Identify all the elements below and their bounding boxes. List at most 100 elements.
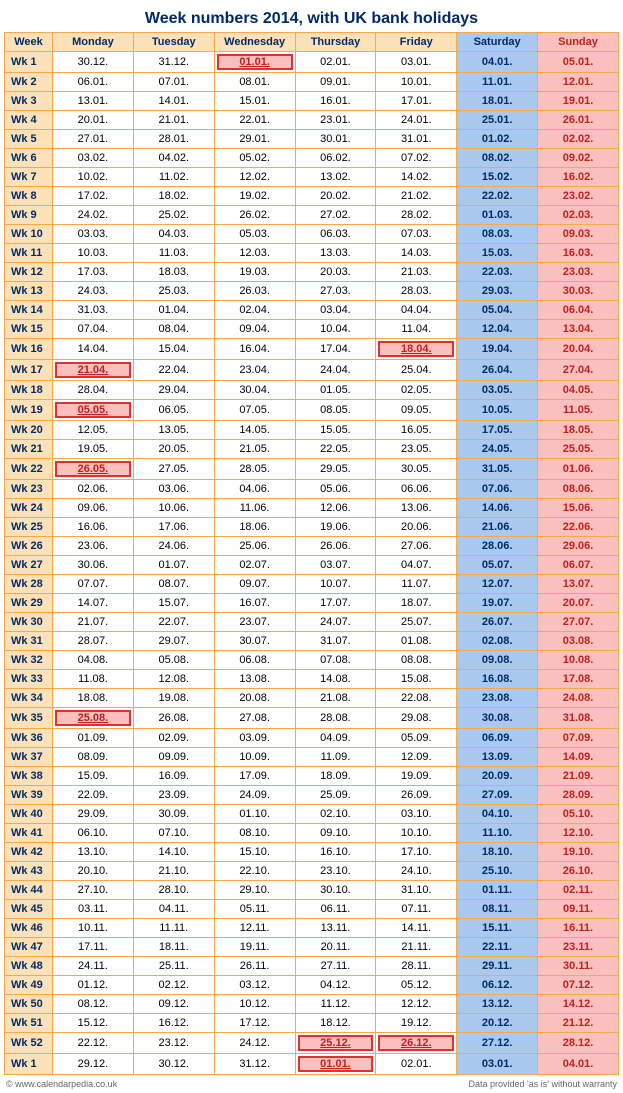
- day-cell: 24.04.: [295, 360, 376, 381]
- day-cell: 24.01.: [376, 111, 457, 130]
- day-cell: 12.02.: [214, 168, 295, 187]
- day-cell: 19.07.: [457, 594, 538, 613]
- day-cell: 20.09.: [457, 767, 538, 786]
- table-row: Wk 3418.08.19.08.20.08.21.08.22.08.23.08…: [5, 689, 619, 708]
- day-cell: 20.05.: [133, 440, 214, 459]
- day-cell: 01.05.: [295, 381, 376, 400]
- day-cell: 09.01.: [295, 73, 376, 92]
- day-cell: 28.05.: [214, 459, 295, 480]
- week-label: Wk 5: [5, 130, 53, 149]
- day-cell: 09.04.: [214, 320, 295, 339]
- day-cell: 05.08.: [133, 651, 214, 670]
- table-row: Wk 2012.05.13.05.14.05.15.05.16.05.17.05…: [5, 421, 619, 440]
- day-cell: 27.05.: [133, 459, 214, 480]
- day-cell: 29.01.: [214, 130, 295, 149]
- day-cell: 12.11.: [214, 919, 295, 938]
- day-cell: 15.07.: [133, 594, 214, 613]
- day-cell: 12.10.: [538, 824, 619, 843]
- col-saturday: Saturday: [457, 33, 538, 52]
- week-label: Wk 19: [5, 400, 53, 421]
- day-cell: 07.04.: [53, 320, 134, 339]
- day-cell: 05.06.: [295, 480, 376, 499]
- day-cell: 03.01.: [376, 52, 457, 73]
- week-label: Wk 15: [5, 320, 53, 339]
- day-cell: 17.07.: [295, 594, 376, 613]
- day-cell: 26.06.: [295, 537, 376, 556]
- week-label: Wk 27: [5, 556, 53, 575]
- day-cell: 25.10.: [457, 862, 538, 881]
- day-cell: 25.07.: [376, 613, 457, 632]
- day-cell: 29.11.: [457, 957, 538, 976]
- day-cell: 20.04.: [538, 339, 619, 360]
- day-cell: 27.07.: [538, 613, 619, 632]
- table-row: Wk 4029.09.30.09.01.10.02.10.03.10.04.10…: [5, 805, 619, 824]
- day-cell: 05.12.: [376, 976, 457, 995]
- day-cell: 26.10.: [538, 862, 619, 881]
- day-cell: 20.01.: [53, 111, 134, 130]
- holiday-cell: 21.04.: [53, 360, 134, 381]
- day-cell: 11.11.: [133, 919, 214, 938]
- table-row: Wk 4610.11.11.11.12.11.13.11.14.11.15.11…: [5, 919, 619, 938]
- day-cell: 25.03.: [133, 282, 214, 301]
- day-cell: 18.09.: [295, 767, 376, 786]
- day-cell: 08.07.: [133, 575, 214, 594]
- day-cell: 14.02.: [376, 168, 457, 187]
- holiday-cell: 05.05.: [53, 400, 134, 421]
- week-label: Wk 7: [5, 168, 53, 187]
- table-row: Wk 4717.11.18.11.19.11.20.11.21.11.22.11…: [5, 938, 619, 957]
- day-cell: 26.02.: [214, 206, 295, 225]
- day-cell: 29.12.: [53, 1054, 134, 1075]
- day-cell: 02.02.: [538, 130, 619, 149]
- table-row: Wk 1507.04.08.04.09.04.10.04.11.04.12.04…: [5, 320, 619, 339]
- table-row: Wk 1828.04.29.04.30.04.01.05.02.05.03.05…: [5, 381, 619, 400]
- day-cell: 14.07.: [53, 594, 134, 613]
- table-row: Wk 4427.10.28.10.29.10.30.10.31.10.01.11…: [5, 881, 619, 900]
- holiday-cell: 26.12.: [376, 1033, 457, 1054]
- day-cell: 10.10.: [376, 824, 457, 843]
- day-cell: 17.10.: [376, 843, 457, 862]
- day-cell: 15.03.: [457, 244, 538, 263]
- holiday-cell: 01.01.: [295, 1054, 376, 1075]
- day-cell: 16.09.: [133, 767, 214, 786]
- week-label: Wk 45: [5, 900, 53, 919]
- table-row: Wk 5008.12.09.12.10.12.11.12.12.12.13.12…: [5, 995, 619, 1014]
- day-cell: 27.03.: [295, 282, 376, 301]
- day-cell: 01.03.: [457, 206, 538, 225]
- day-cell: 25.04.: [376, 360, 457, 381]
- day-cell: 12.07.: [457, 575, 538, 594]
- day-cell: 04.06.: [214, 480, 295, 499]
- day-cell: 21.10.: [133, 862, 214, 881]
- table-row: Wk 817.02.18.02.19.02.20.02.21.02.22.02.…: [5, 187, 619, 206]
- table-row: Wk 4824.11.25.11.26.11.27.11.28.11.29.11…: [5, 957, 619, 976]
- day-cell: 17.02.: [53, 187, 134, 206]
- day-cell: 14.01.: [133, 92, 214, 111]
- day-cell: 21.01.: [133, 111, 214, 130]
- day-cell: 27.06.: [376, 537, 457, 556]
- week-label: Wk 33: [5, 670, 53, 689]
- day-cell: 09.12.: [133, 995, 214, 1014]
- day-cell: 22.12.: [53, 1033, 134, 1054]
- day-cell: 20.06.: [376, 518, 457, 537]
- table-row: Wk 3708.09.09.09.10.09.11.09.12.09.13.09…: [5, 748, 619, 767]
- day-cell: 29.06.: [538, 537, 619, 556]
- day-cell: 27.12.: [457, 1033, 538, 1054]
- week-label: Wk 3: [5, 92, 53, 111]
- day-cell: 16.05.: [376, 421, 457, 440]
- day-cell: 10.06.: [133, 499, 214, 518]
- day-cell: 17.08.: [538, 670, 619, 689]
- day-cell: 06.05.: [133, 400, 214, 421]
- day-cell: 14.05.: [214, 421, 295, 440]
- col-monday: Monday: [53, 33, 134, 52]
- day-cell: 28.10.: [133, 881, 214, 900]
- day-cell: 14.08.: [295, 670, 376, 689]
- day-cell: 24.07.: [295, 613, 376, 632]
- day-cell: 02.01.: [295, 52, 376, 73]
- day-cell: 09.11.: [538, 900, 619, 919]
- day-cell: 27.02.: [295, 206, 376, 225]
- table-row: Wk 2730.06.01.07.02.07.03.07.04.07.05.07…: [5, 556, 619, 575]
- day-cell: 30.06.: [53, 556, 134, 575]
- day-cell: 18.01.: [457, 92, 538, 111]
- table-row: Wk 130.12.31.12.01.01.02.01.03.01.04.01.…: [5, 52, 619, 73]
- day-cell: 13.09.: [457, 748, 538, 767]
- day-cell: 04.04.: [376, 301, 457, 320]
